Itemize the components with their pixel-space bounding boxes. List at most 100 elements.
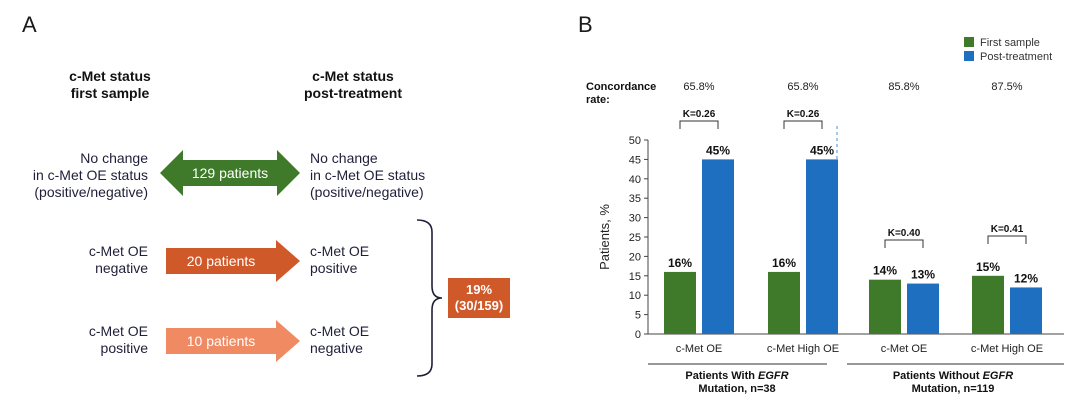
group1-label-line1: Patients With EGFR bbox=[685, 370, 788, 382]
summary-percent: 19% bbox=[465, 282, 493, 297]
bars: 16% 16% 14% 15% 45% 45% 13% 12% bbox=[664, 143, 1042, 334]
row3-right-line2: negative bbox=[310, 340, 363, 356]
row2-left-line2: negative bbox=[95, 260, 148, 276]
bar-value-label: 15% bbox=[976, 260, 1000, 274]
header-first-line2: first sample bbox=[70, 85, 150, 101]
row1-right-line2: in c-Met OE status bbox=[310, 167, 426, 183]
bar-first-sample bbox=[972, 275, 1004, 334]
summary-box: 19% (30/159) bbox=[448, 278, 510, 318]
y-tick-label: 0 bbox=[635, 329, 641, 341]
y-tick-label: 30 bbox=[629, 213, 641, 225]
y-tick-label: 45 bbox=[629, 154, 641, 166]
bar-value-label: 45% bbox=[810, 143, 834, 157]
bar-value-label: 16% bbox=[772, 256, 796, 270]
summary-fraction: (30/159) bbox=[454, 298, 504, 313]
legend-swatch-post bbox=[964, 51, 974, 61]
legend-label-post: Post-treatment bbox=[980, 51, 1052, 63]
row2-arrow-label: 20 patients bbox=[186, 253, 256, 269]
row3-right-label: c-Met OE negative bbox=[310, 323, 369, 357]
bar-value-label: 45% bbox=[706, 143, 730, 157]
group1-prefix: Patients With bbox=[685, 370, 758, 382]
grouping-brace bbox=[416, 219, 443, 377]
row1-right-line3: (positive/negative) bbox=[310, 184, 424, 200]
concordance-label-line2: rate: bbox=[586, 94, 610, 106]
panel-b-letter: B bbox=[578, 12, 593, 37]
bar-value-label: 16% bbox=[668, 256, 692, 270]
bar-chart: First sample Post-treatment Concordance … bbox=[586, 37, 1064, 395]
row2-arrow bbox=[166, 240, 300, 282]
bar-value-label: 13% bbox=[911, 268, 935, 282]
bar-first-sample bbox=[869, 279, 901, 334]
header-first-line1: c-Met status bbox=[69, 68, 151, 84]
y-tick-label: 40 bbox=[629, 174, 641, 186]
bar-first-sample bbox=[664, 271, 696, 334]
x-category-label: c-Met High OE bbox=[767, 343, 839, 355]
y-tick-label: 35 bbox=[629, 193, 641, 205]
row2-left-line1: c-Met OE bbox=[88, 243, 148, 259]
legend: First sample Post-treatment bbox=[964, 37, 1052, 63]
y-tick-label: 25 bbox=[629, 232, 641, 244]
row1-arrow-label: 129 patients bbox=[191, 165, 269, 181]
concordance-value: 85.8% bbox=[888, 81, 919, 93]
group2-label-line2: Mutation, n=119 bbox=[912, 383, 995, 395]
x-category-label: c-Met High OE bbox=[971, 343, 1043, 355]
group2-label-line1: Patients Without EGFR bbox=[893, 370, 1013, 382]
group1-label-line2: Mutation, n=38 bbox=[698, 383, 775, 395]
row3-arrow-label: 10 patients bbox=[186, 333, 256, 349]
concordance-value: 65.8% bbox=[787, 81, 818, 93]
y-axis-ticks: 0 5 10 15 20 25 30 35 40 45 50 bbox=[629, 135, 648, 341]
kappa-label: K=0.26 bbox=[683, 109, 716, 120]
category-labels: c-Met OE c-Met High OE c-Met OE c-Met High … bbox=[676, 343, 1043, 355]
header-post-line2: post-treatment bbox=[303, 85, 402, 101]
row1-double-arrow bbox=[160, 150, 300, 196]
y-tick-label: 50 bbox=[629, 135, 641, 147]
row3-left-line2: positive bbox=[100, 340, 148, 356]
row3-right-line1: c-Met OE bbox=[310, 323, 370, 339]
row1-left-line1: No change bbox=[80, 150, 148, 166]
concordance-values: 65.8% 65.8% 85.8% 87.5% bbox=[683, 81, 1022, 93]
x-category-label: c-Met OE bbox=[881, 343, 927, 355]
y-axis-label: Patients, % bbox=[597, 204, 612, 270]
x-category-label: c-Met OE bbox=[676, 343, 722, 355]
row2-right-label: c-Met OE positive bbox=[310, 243, 369, 277]
bar-post-treatment bbox=[702, 159, 734, 334]
row2-left-label: c-Met OE negative bbox=[89, 243, 148, 277]
bar-post-treatment bbox=[1010, 287, 1042, 334]
row2-right-line2: positive bbox=[310, 260, 358, 276]
header-first-sample: c-Met status first sample bbox=[40, 68, 180, 102]
group2-prefix: Patients Without bbox=[893, 370, 983, 382]
concordance-value: 87.5% bbox=[991, 81, 1022, 93]
row3-left-label: c-Met OE positive bbox=[89, 323, 148, 357]
kappa-bracket bbox=[783, 120, 823, 129]
row1-left-label: No change in c-Met OE status (positive/n… bbox=[33, 150, 148, 201]
concordance-value: 65.8% bbox=[683, 81, 714, 93]
kappa-bracket bbox=[679, 120, 719, 129]
kappa-brackets: K=0.26 K=0.26 K=0.40 K=0.41 bbox=[679, 109, 1027, 248]
group1-italic: EGFR bbox=[758, 370, 789, 382]
bar-post-treatment bbox=[806, 159, 838, 334]
row1-right-label: No change in c-Met OE status (positive/n… bbox=[310, 150, 425, 201]
y-tick-label: 5 bbox=[635, 310, 641, 322]
kappa-label: K=0.26 bbox=[787, 109, 820, 120]
kappa-bracket bbox=[987, 235, 1027, 244]
kappa-label: K=0.41 bbox=[991, 224, 1024, 235]
kappa-label: K=0.40 bbox=[888, 228, 921, 239]
header-post-treatment: c-Met status post-treatment bbox=[283, 68, 423, 102]
row2-right-line1: c-Met OE bbox=[310, 243, 370, 259]
group2-italic: EGFR bbox=[983, 370, 1014, 382]
row1-left-line2: in c-Met OE status bbox=[32, 167, 148, 183]
concordance-label-line1: Concordance bbox=[586, 81, 656, 93]
legend-swatch-first bbox=[964, 37, 974, 47]
panel-a-letter: A bbox=[22, 12, 37, 37]
kappa-bracket bbox=[884, 239, 924, 248]
row1-left-line3: (positive/negative) bbox=[34, 184, 148, 200]
bar-first-sample bbox=[768, 271, 800, 334]
header-post-line1: c-Met status bbox=[312, 68, 394, 84]
y-tick-label: 15 bbox=[629, 271, 641, 283]
bar-value-label: 14% bbox=[873, 264, 897, 278]
row3-arrow bbox=[166, 320, 300, 362]
y-tick-label: 10 bbox=[629, 290, 641, 302]
y-tick-label: 20 bbox=[629, 251, 641, 263]
row3-left-line1: c-Met OE bbox=[88, 323, 148, 339]
legend-label-first: First sample bbox=[980, 37, 1040, 49]
